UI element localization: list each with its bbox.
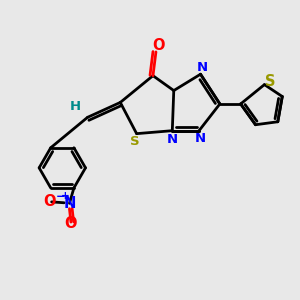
- Text: H: H: [70, 100, 81, 113]
- Text: N: N: [196, 61, 208, 74]
- Text: O: O: [65, 216, 77, 231]
- Text: O: O: [152, 38, 165, 53]
- Text: +: +: [61, 191, 70, 201]
- Text: −: −: [56, 190, 65, 203]
- Text: S: S: [130, 136, 140, 148]
- Text: S: S: [265, 74, 275, 89]
- Text: N: N: [167, 133, 178, 146]
- Text: N: N: [195, 132, 206, 145]
- Text: N: N: [63, 196, 76, 211]
- Text: O: O: [43, 194, 56, 209]
